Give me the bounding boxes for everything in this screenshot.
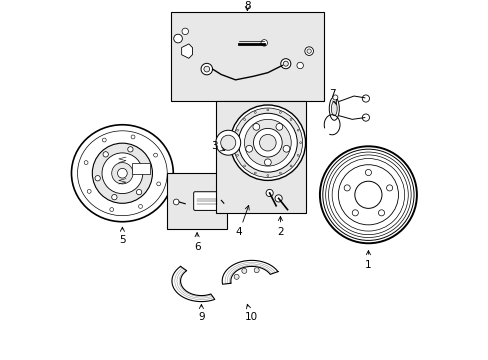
Circle shape xyxy=(234,274,239,279)
Circle shape xyxy=(173,199,179,205)
Bar xyxy=(132,163,149,174)
Polygon shape xyxy=(222,260,277,284)
Circle shape xyxy=(217,193,224,201)
Circle shape xyxy=(182,28,188,35)
Bar xyxy=(215,102,305,213)
Circle shape xyxy=(254,172,256,174)
Circle shape xyxy=(136,189,142,195)
Circle shape xyxy=(230,105,305,180)
Circle shape xyxy=(362,95,369,102)
Text: 4: 4 xyxy=(235,206,249,238)
Circle shape xyxy=(131,135,135,139)
Circle shape xyxy=(238,113,297,172)
Ellipse shape xyxy=(328,97,339,120)
Circle shape xyxy=(289,165,291,167)
Circle shape xyxy=(297,129,299,131)
Circle shape xyxy=(111,194,117,200)
Circle shape xyxy=(378,210,384,216)
Circle shape xyxy=(102,153,142,194)
Circle shape xyxy=(386,185,392,191)
Circle shape xyxy=(297,154,299,156)
Text: 6: 6 xyxy=(193,233,200,252)
Circle shape xyxy=(87,189,91,193)
Circle shape xyxy=(111,163,133,184)
Circle shape xyxy=(306,49,311,53)
Circle shape xyxy=(266,175,268,176)
Circle shape xyxy=(279,172,281,174)
Circle shape xyxy=(173,34,182,43)
Circle shape xyxy=(274,195,282,202)
Circle shape xyxy=(351,210,358,216)
Circle shape xyxy=(220,135,235,150)
Circle shape xyxy=(201,63,212,75)
Circle shape xyxy=(92,143,152,203)
Circle shape xyxy=(280,59,290,69)
Text: 7: 7 xyxy=(328,89,336,105)
Circle shape xyxy=(138,204,142,208)
Circle shape xyxy=(362,114,369,121)
Circle shape xyxy=(283,61,288,66)
Circle shape xyxy=(259,134,276,151)
Circle shape xyxy=(283,145,289,152)
Text: 5: 5 xyxy=(119,227,125,245)
Circle shape xyxy=(275,123,282,130)
Text: 8: 8 xyxy=(244,1,250,11)
Circle shape xyxy=(261,40,267,46)
Circle shape xyxy=(254,112,256,113)
Circle shape xyxy=(365,170,371,176)
Circle shape xyxy=(354,181,381,208)
Text: 9: 9 xyxy=(198,305,204,322)
Text: 3: 3 xyxy=(210,141,224,151)
Circle shape xyxy=(253,129,282,157)
Circle shape xyxy=(203,66,209,72)
Circle shape xyxy=(103,152,108,157)
Circle shape xyxy=(84,161,88,165)
Circle shape xyxy=(332,95,337,100)
Circle shape xyxy=(157,182,160,186)
Circle shape xyxy=(299,142,301,144)
Ellipse shape xyxy=(71,125,173,222)
Circle shape xyxy=(252,123,259,130)
Text: 10: 10 xyxy=(244,304,257,322)
Circle shape xyxy=(153,153,157,157)
Circle shape xyxy=(264,159,271,166)
Polygon shape xyxy=(181,44,192,58)
Circle shape xyxy=(215,130,240,155)
Circle shape xyxy=(304,47,313,55)
Polygon shape xyxy=(172,266,214,302)
Circle shape xyxy=(244,119,291,166)
Text: 1: 1 xyxy=(365,251,371,270)
Bar xyxy=(167,173,226,229)
Circle shape xyxy=(243,118,245,121)
Circle shape xyxy=(254,268,259,273)
Circle shape xyxy=(236,129,238,131)
Bar xyxy=(170,12,323,102)
Circle shape xyxy=(144,166,149,171)
Circle shape xyxy=(279,112,281,113)
Circle shape xyxy=(127,147,133,152)
FancyBboxPatch shape xyxy=(193,192,221,210)
Text: 2: 2 xyxy=(277,216,283,238)
Circle shape xyxy=(266,109,268,111)
Circle shape xyxy=(110,208,113,211)
Circle shape xyxy=(296,62,303,69)
Ellipse shape xyxy=(331,102,336,116)
Circle shape xyxy=(344,185,349,191)
Circle shape xyxy=(265,189,273,197)
Circle shape xyxy=(243,165,245,167)
Circle shape xyxy=(117,168,127,178)
Circle shape xyxy=(236,154,238,156)
Circle shape xyxy=(242,268,246,273)
Circle shape xyxy=(95,176,100,181)
Circle shape xyxy=(234,142,236,144)
Circle shape xyxy=(233,108,302,177)
Circle shape xyxy=(289,118,291,121)
Circle shape xyxy=(102,138,106,142)
Circle shape xyxy=(245,145,252,152)
